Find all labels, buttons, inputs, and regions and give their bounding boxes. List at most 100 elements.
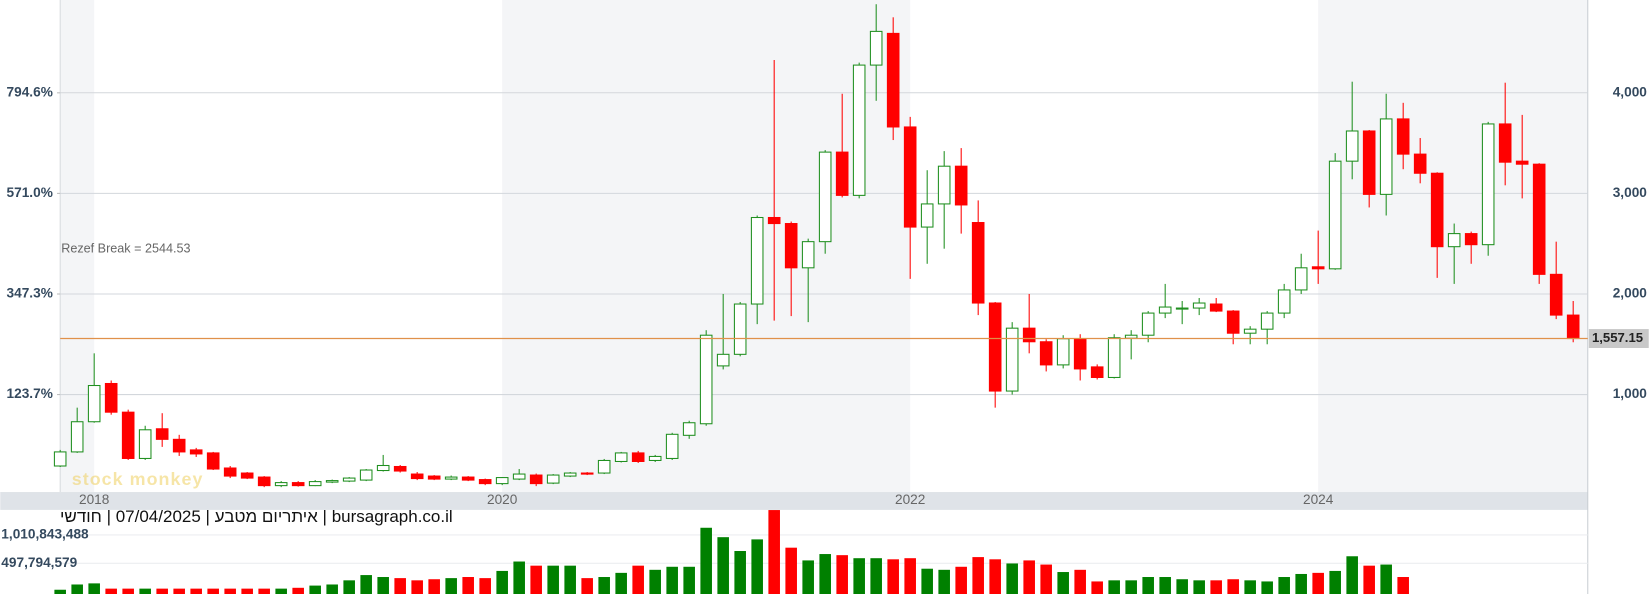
volume-bar — [632, 565, 644, 594]
candle-body — [818, 151, 832, 243]
candle-body — [1141, 312, 1155, 336]
candle-body — [172, 438, 186, 453]
volume-bar — [88, 583, 100, 594]
candle-body — [682, 422, 696, 436]
y-tick-label: 1,000 — [1613, 386, 1648, 401]
candle-body — [1175, 307, 1189, 310]
candle-body — [291, 482, 305, 487]
volume-bar — [428, 579, 440, 594]
annotation: Rezef Break = 2544.53 — [61, 241, 190, 255]
volume-bar — [530, 565, 542, 594]
volume-bar — [683, 566, 695, 594]
volume-bar — [122, 588, 134, 594]
volume-bar — [904, 558, 916, 594]
candle-body — [121, 411, 135, 459]
volume-bar — [1346, 556, 1358, 594]
volume-bar — [1261, 581, 1273, 594]
volume-bar — [1159, 577, 1171, 594]
volume-bar — [1227, 579, 1239, 594]
candle-body — [104, 382, 118, 413]
candle-body — [1345, 130, 1359, 162]
candle-body — [1005, 327, 1019, 392]
candle-body — [1056, 338, 1070, 366]
candle-body — [750, 216, 764, 305]
volume-bar — [445, 578, 457, 594]
y-tick-label: 2,000 — [1613, 286, 1648, 301]
candle-body — [784, 223, 798, 269]
volume-bar — [190, 588, 202, 594]
candle-body — [597, 459, 611, 474]
candle-body — [716, 353, 730, 367]
volume-bar — [224, 588, 236, 594]
volume-bar — [173, 588, 185, 594]
volume-bar — [1244, 580, 1256, 594]
volume-bar — [394, 578, 406, 594]
volume-bar — [887, 559, 899, 594]
volume-bar — [377, 577, 389, 594]
volume-bar — [751, 539, 763, 594]
volume-bar — [360, 575, 372, 594]
candle-body — [427, 475, 441, 480]
candle-body — [138, 429, 152, 459]
volume-bar — [1091, 581, 1103, 594]
volume-bar — [496, 570, 508, 594]
candle-body — [1107, 337, 1121, 378]
volume-bar — [768, 510, 780, 594]
candle-body — [87, 384, 101, 423]
volume-bar — [819, 554, 831, 594]
volume-bar — [598, 577, 610, 594]
candle-body — [767, 216, 781, 225]
volume-bar — [462, 577, 474, 594]
volume-bar — [666, 566, 678, 594]
candle-body — [920, 203, 934, 228]
volume-bar — [1176, 579, 1188, 594]
candle-body — [393, 465, 407, 472]
volume-bar — [1380, 564, 1392, 594]
candle-body — [1277, 289, 1291, 314]
volume-bar — [853, 558, 865, 594]
volume-bar — [581, 578, 593, 594]
y2-tick-label: 123.7% — [7, 386, 53, 401]
candle-body — [1379, 118, 1393, 195]
volume-bar — [513, 561, 525, 594]
candle-body — [155, 428, 169, 440]
volume-tick-label: 1,010,843,488 — [1, 527, 89, 542]
x-tick-label: 2024 — [1303, 492, 1334, 507]
x-tick-label: 2020 — [487, 492, 518, 507]
last-price-box — [1588, 329, 1649, 348]
candle-body — [206, 452, 220, 470]
candle-body — [1328, 160, 1342, 270]
candle-body — [1209, 303, 1223, 312]
candle-body — [546, 474, 560, 484]
candle-body — [495, 477, 509, 485]
volume-bar — [1278, 577, 1290, 594]
volume-bar — [1363, 565, 1375, 594]
candle-body — [699, 334, 713, 425]
x-tick-label: 2018 — [79, 492, 109, 507]
candle-body — [325, 480, 339, 483]
y2-tick-label: 794.6% — [7, 84, 53, 99]
candle-body — [937, 165, 951, 205]
volume-bar — [1329, 570, 1341, 594]
candle-body — [733, 303, 747, 355]
candle-body — [801, 241, 815, 269]
candle-body — [70, 421, 84, 453]
volume-bar — [938, 569, 950, 594]
candle-body — [1192, 302, 1206, 309]
volume-bar — [785, 547, 797, 594]
candle-body — [1532, 163, 1546, 275]
candle-body — [461, 476, 475, 481]
candle-body — [1294, 267, 1308, 291]
candle-body — [1498, 123, 1512, 163]
candle-body — [563, 472, 577, 477]
candle-body — [1430, 172, 1444, 248]
candle-body — [665, 433, 679, 459]
candle-body — [1039, 341, 1053, 366]
volume-bar — [870, 558, 882, 594]
volume-bar — [54, 589, 66, 594]
volume-bar — [139, 588, 151, 594]
x-axis-strip — [0, 492, 1588, 510]
chart-title: bursagraph.co.il | איתריום מטבע | 07/04/… — [60, 507, 453, 526]
candle-body — [1243, 328, 1257, 334]
